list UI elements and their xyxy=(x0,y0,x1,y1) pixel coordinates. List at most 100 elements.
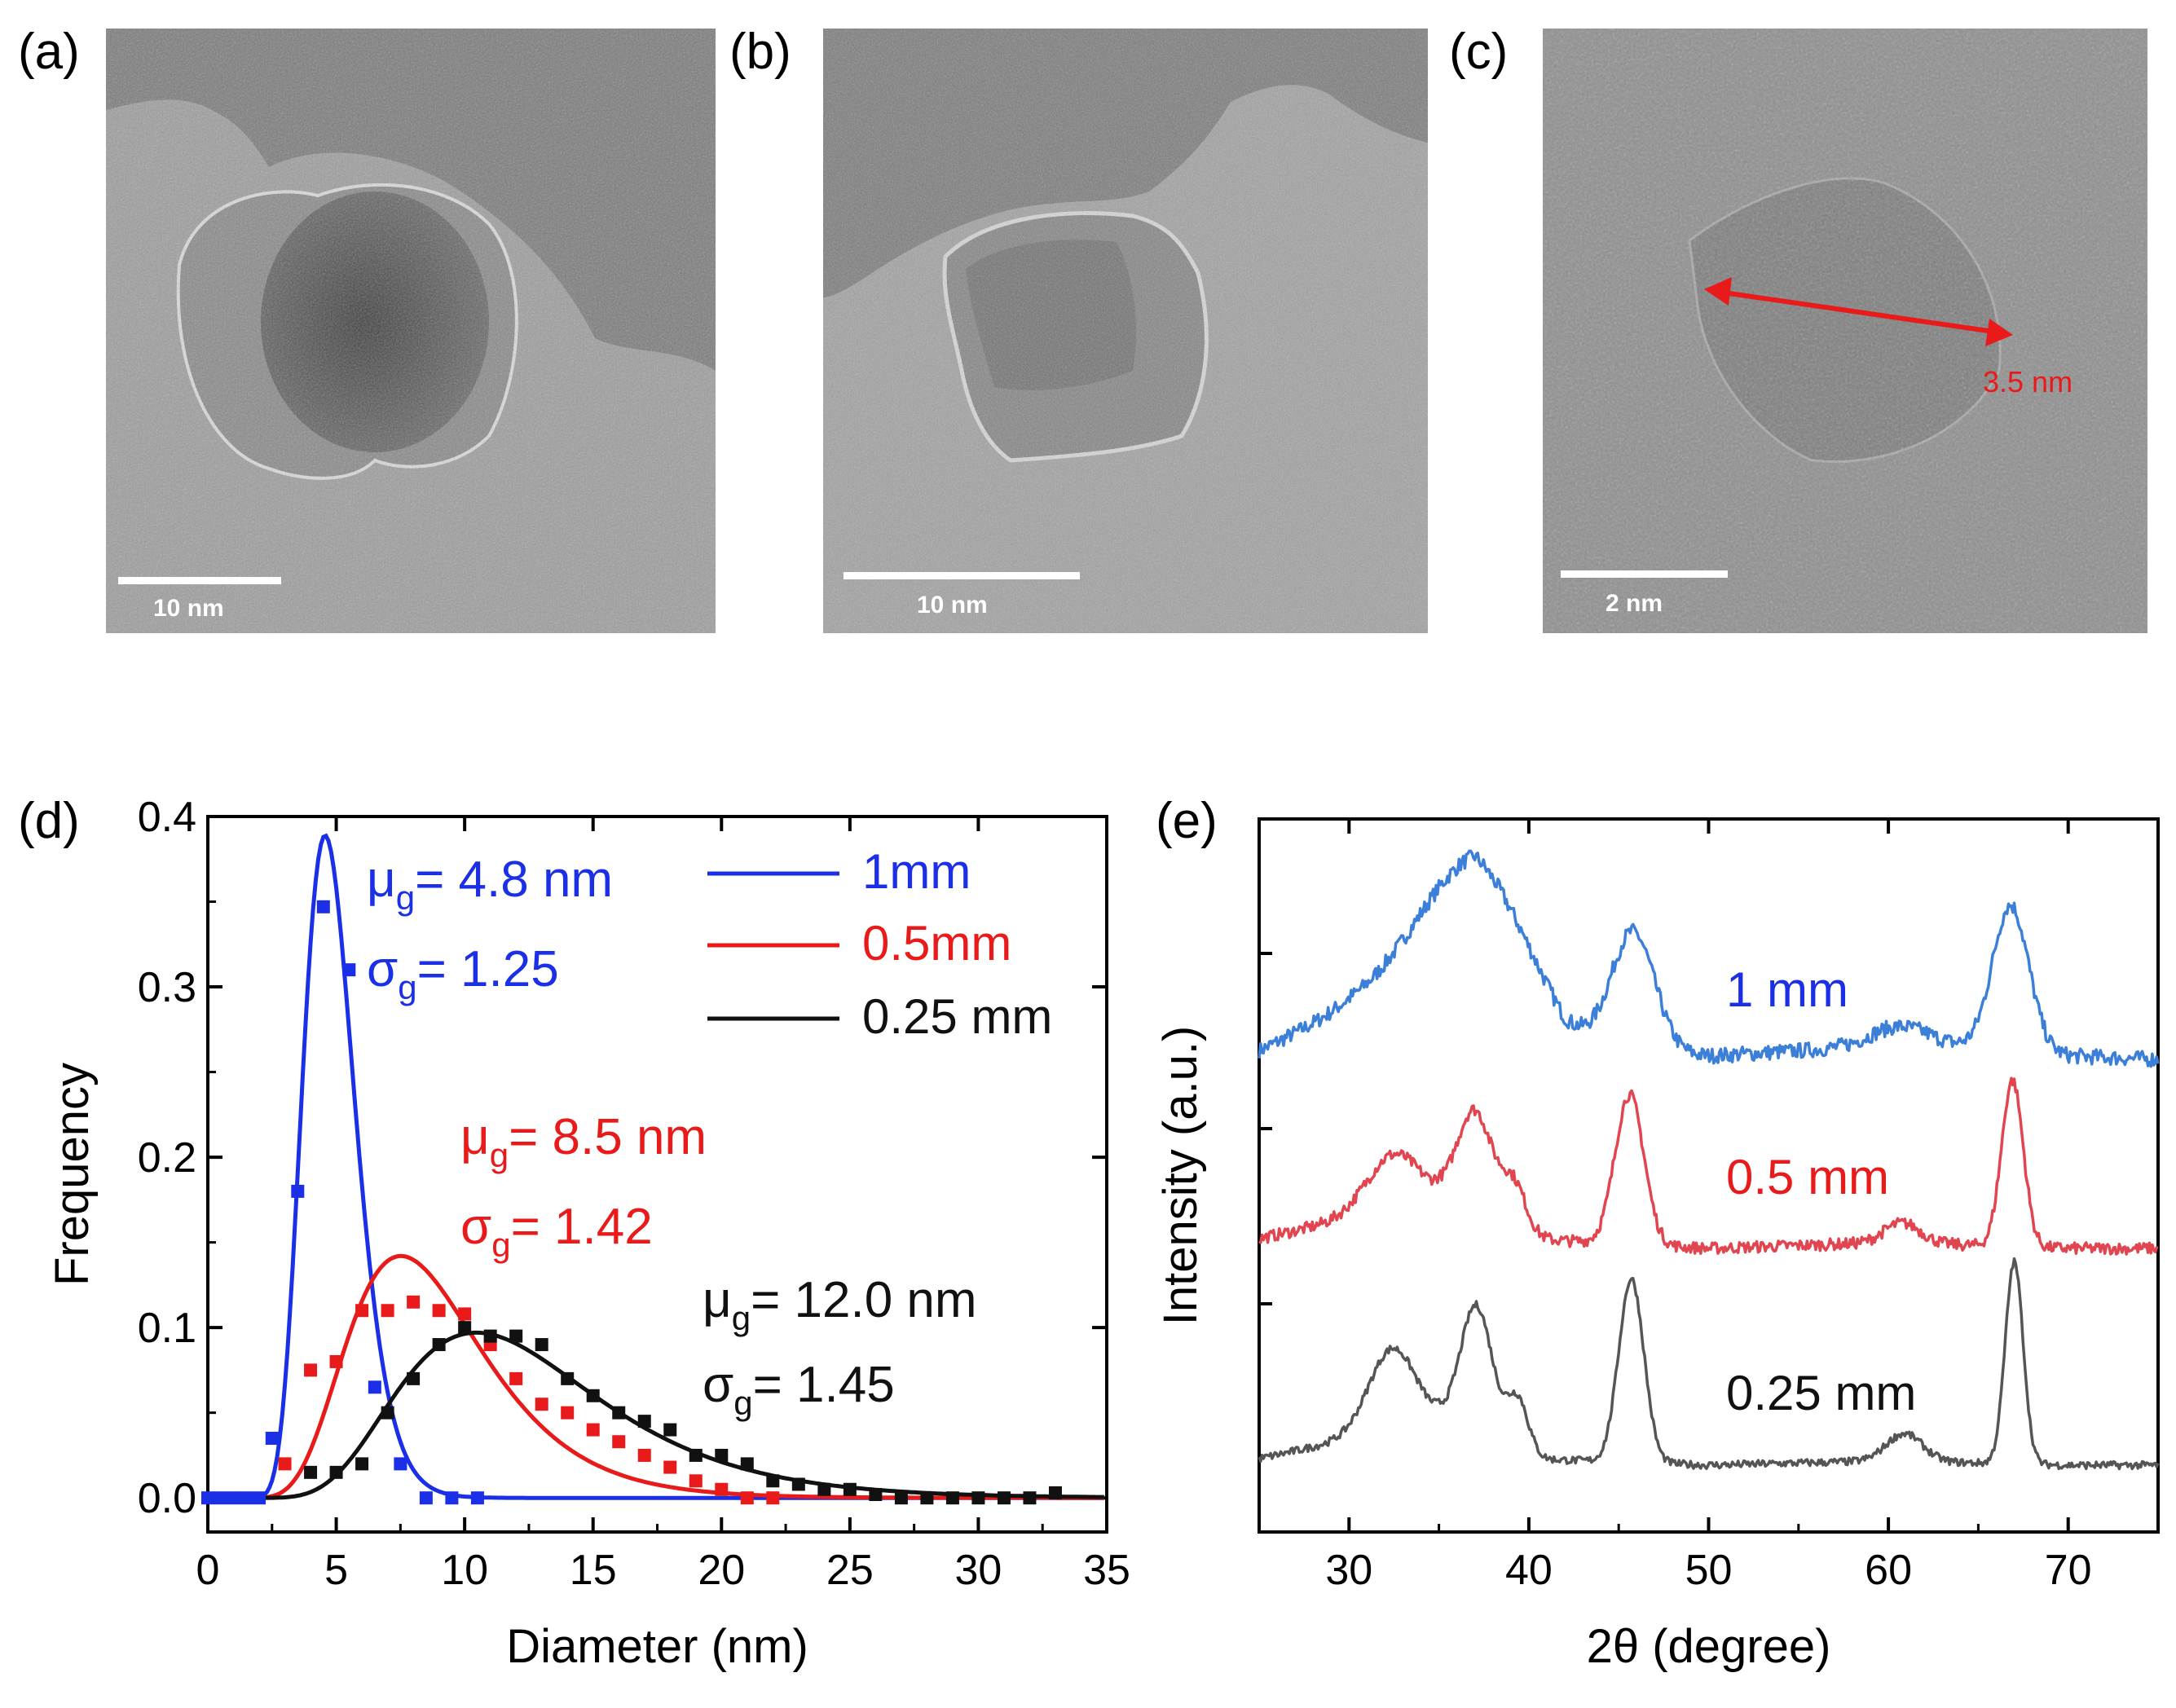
data-point xyxy=(329,1354,343,1368)
x-tick-label: 20 xyxy=(698,1547,745,1594)
x-axis-title: 2θ (degree) xyxy=(1587,1620,1831,1673)
data-point xyxy=(355,1457,369,1471)
data-point xyxy=(432,1338,446,1352)
x-tick-label: 70 xyxy=(2045,1547,2092,1594)
y-tick-label: 0.1 xyxy=(138,1305,196,1352)
data-point xyxy=(509,1371,523,1385)
legend-label: 1mm xyxy=(862,844,971,899)
data-point xyxy=(509,1329,523,1343)
legend-label: 0.25 mm xyxy=(862,989,1052,1044)
data-point xyxy=(561,1371,575,1385)
data-point xyxy=(381,1304,394,1318)
data-point xyxy=(483,1329,497,1343)
data-point xyxy=(869,1488,883,1502)
data-point xyxy=(407,1295,421,1309)
data-point xyxy=(740,1457,754,1471)
series-label: 0.25 mm xyxy=(1726,1366,1916,1420)
data-point xyxy=(766,1491,780,1505)
data-point xyxy=(470,1491,484,1505)
y-axis-title: Intensity (a.u.) xyxy=(1154,1026,1207,1325)
data-point xyxy=(689,1474,703,1488)
data-point xyxy=(1023,1491,1037,1505)
xrd-trace-0.5mm xyxy=(1258,1076,2159,1256)
panel-label-a: (a) xyxy=(18,24,80,80)
series-label: 0.5 mm xyxy=(1726,1150,1889,1204)
data-point xyxy=(637,1415,651,1428)
data-point xyxy=(920,1491,934,1505)
scale-label-a: 10 nm xyxy=(153,595,224,622)
panel-label-c: (c) xyxy=(1449,24,1509,80)
y-tick-label: 0.2 xyxy=(138,1134,196,1182)
stat-annotation: μg= 12.0 nm xyxy=(703,1272,977,1337)
tem-image-a xyxy=(106,29,716,633)
y-axis-title: Frequency xyxy=(46,1063,99,1286)
data-point xyxy=(586,1423,600,1437)
data-point xyxy=(766,1474,780,1488)
data-point xyxy=(663,1460,677,1474)
data-point xyxy=(265,1432,279,1446)
x-tick-label: 30 xyxy=(1325,1547,1372,1594)
data-point xyxy=(291,1184,305,1198)
tem-image-c xyxy=(1543,29,2147,633)
data-point xyxy=(240,1491,253,1505)
panel-label-b: (b) xyxy=(729,24,791,80)
data-point xyxy=(586,1389,600,1402)
data-point xyxy=(535,1338,548,1352)
y-tick-label: 0.4 xyxy=(138,794,196,841)
plot-frame xyxy=(1258,817,2160,1534)
legend-label: 0.5mm xyxy=(862,916,1011,971)
data-point xyxy=(407,1371,421,1385)
x-tick-label: 15 xyxy=(570,1547,617,1594)
stat-annotation: σg= 1.45 xyxy=(703,1357,895,1422)
data-point xyxy=(304,1363,318,1377)
data-point xyxy=(663,1423,677,1437)
data-point xyxy=(445,1491,459,1505)
data-point xyxy=(201,1491,214,1505)
data-point xyxy=(843,1482,857,1496)
x-tick-label: 5 xyxy=(324,1547,348,1594)
data-point xyxy=(894,1491,908,1505)
x-tick-label: 60 xyxy=(1865,1547,1912,1594)
xrd-trace-1mm xyxy=(1258,849,2160,1068)
x-tick-label: 50 xyxy=(1685,1547,1733,1594)
data-point xyxy=(1048,1486,1062,1499)
data-point xyxy=(304,1465,318,1479)
data-point xyxy=(316,900,330,913)
scale-label-b: 10 nm xyxy=(917,592,988,618)
x-tick-label: 0 xyxy=(196,1547,220,1594)
data-point xyxy=(791,1477,805,1491)
data-point xyxy=(612,1435,626,1449)
x-tick-label: 30 xyxy=(955,1547,1002,1594)
data-point xyxy=(278,1457,292,1471)
xrd-trace-0.25mm xyxy=(1258,1257,2160,1471)
stat-annotation: μg= 4.8 nm xyxy=(367,852,613,917)
x-tick-label: 40 xyxy=(1505,1547,1553,1594)
stat-annotation: σg= 1.42 xyxy=(460,1199,653,1264)
data-point xyxy=(214,1491,227,1505)
data-point xyxy=(368,1380,381,1394)
stat-annotation: σg= 1.25 xyxy=(367,941,559,1006)
y-tick-label: 0.0 xyxy=(138,1475,196,1522)
data-point xyxy=(458,1321,472,1335)
data-point xyxy=(253,1491,266,1505)
data-point xyxy=(715,1448,729,1462)
x-tick-label: 25 xyxy=(826,1547,874,1594)
data-point xyxy=(997,1491,1011,1505)
panel-label-e: (e) xyxy=(1156,793,1218,849)
panel-label-d: (d) xyxy=(18,793,80,849)
data-point xyxy=(740,1491,754,1505)
data-point xyxy=(535,1398,548,1411)
tem-image-b xyxy=(823,29,1428,633)
data-point xyxy=(432,1304,446,1318)
scale-bar-c xyxy=(1561,570,1728,578)
data-point xyxy=(612,1406,626,1420)
scale-bar-b xyxy=(844,572,1080,579)
x-axis-title: Diameter (nm) xyxy=(506,1620,808,1673)
stat-annotation: μg= 8.5 nm xyxy=(460,1109,707,1174)
scale-bar-a xyxy=(118,577,281,584)
data-point xyxy=(419,1491,433,1505)
data-point xyxy=(394,1457,407,1471)
data-point xyxy=(689,1448,703,1462)
